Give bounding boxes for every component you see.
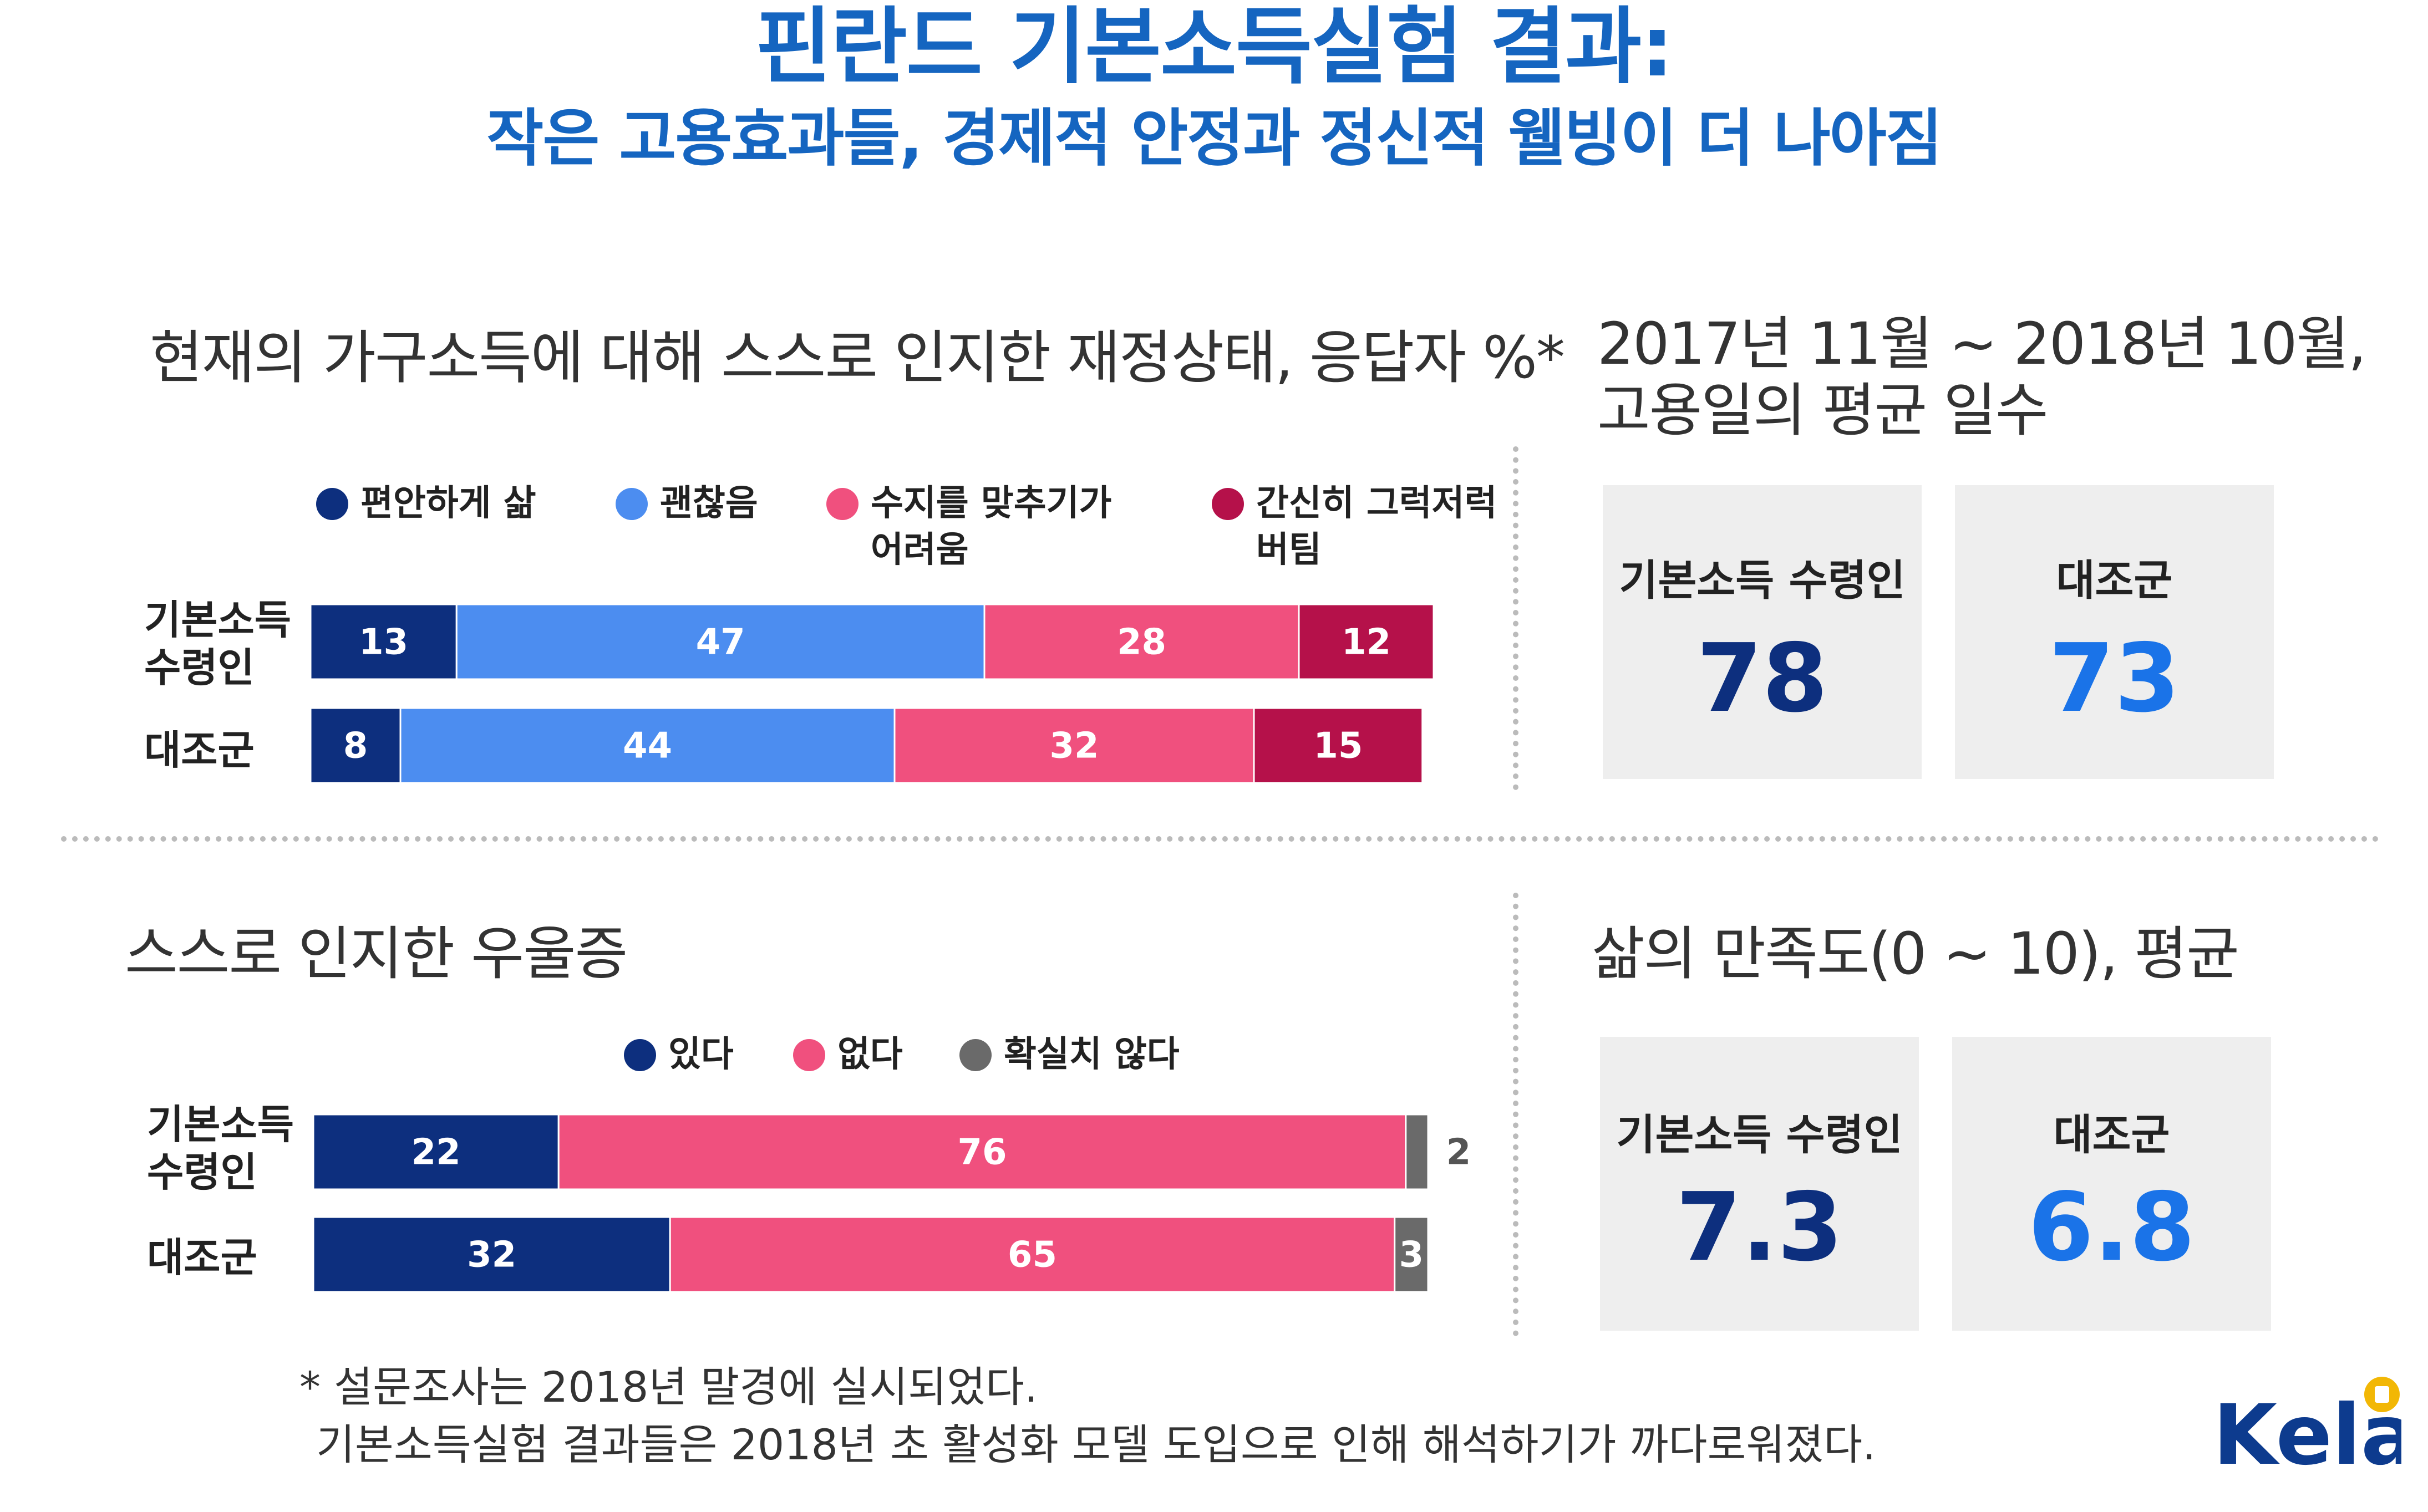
bar-segment	[311, 603, 458, 680]
satisfaction-control-box: 대조군 6.8	[1952, 1037, 2271, 1331]
finance-stacked-bar-chart: 13 47 28 12 8 44 32 15	[311, 603, 1435, 784]
legend-label: 있다	[668, 1034, 734, 1075]
depression-chart-title: 스스로 인지한 우울증	[125, 920, 628, 987]
legend-label: 없다	[837, 1034, 903, 1075]
row-label: 기본소득 수령인	[144, 597, 291, 691]
legend-dot-icon	[316, 488, 348, 520]
kela-logo: Kela	[2213, 1377, 2401, 1480]
bar-value-label: 32	[1049, 726, 1099, 767]
legend-dot-icon	[826, 488, 859, 520]
row-label: 대조군	[147, 1234, 257, 1281]
footnote-line-2: 기본소득실험 결과들은 2018년 초 활성화 모델 도입으로 인해 해석하기가…	[316, 1420, 1876, 1469]
bar-segment	[893, 707, 1255, 784]
stat-label: 기본소득 수령인	[1619, 556, 1906, 605]
bar-value-label: 32	[467, 1235, 516, 1276]
kela-badge-inner-icon	[2375, 1386, 2389, 1403]
bar-segment	[1405, 1113, 1429, 1190]
employment-stat-title-line1: 2017년 11월 ~ 2018년 10월,	[1597, 310, 2366, 378]
bar-segment	[983, 603, 1300, 680]
bar-value-label: 3	[1399, 1235, 1424, 1276]
stat-label: 대조군	[2056, 556, 2173, 605]
legend-dot-icon	[624, 1039, 656, 1071]
bar-value-label: 44	[623, 726, 672, 767]
row-label: 기본소득 수령인	[147, 1101, 294, 1195]
stat-value: 7.3	[1675, 1173, 1843, 1282]
bar-value-label: 15	[1313, 726, 1363, 767]
footnote: * 설문조사는 2018년 말경에 실시되었다. 기본소득실험 결과들은 201…	[299, 1358, 1876, 1474]
legend-label: 괜찮음	[660, 483, 758, 524]
bar-segment	[455, 603, 986, 680]
satisfaction-stat-title: 삶의 만족도(0 ~ 10), 평균	[1592, 920, 2239, 987]
footnote-line-1: * 설문조사는 2018년 말경에 실시되었다.	[299, 1362, 1038, 1412]
bar-value-label: 12	[1342, 622, 1391, 663]
bar-segment	[1298, 603, 1435, 680]
row-label: 대조군	[144, 727, 255, 773]
page-subtitle: 작은 고용효과들, 경제적 안정과 정신적 웰빙이 더 나아짐	[486, 103, 1942, 175]
bar-segment	[311, 707, 402, 784]
bar-value-label: 65	[1008, 1235, 1057, 1276]
depression-stacked-bar-chart: 22 76 2 32 65 3	[313, 1113, 1471, 1293]
satisfaction-basic-income-box: 기본소득 수령인 7.3	[1600, 1037, 1919, 1331]
finance-chart-title: 현재의 가구소득에 대해 스스로 인지한 재정상태, 응답자 %*	[150, 324, 1565, 391]
bar-segment	[557, 1113, 1407, 1190]
bar-value-label: 28	[1117, 622, 1166, 663]
stat-value: 6.8	[2028, 1173, 2196, 1282]
employment-stat-title-line2: 고용일의 평균 일수	[1597, 376, 2049, 444]
bar-value-label: 76	[957, 1132, 1007, 1173]
bar-segment	[669, 1216, 1396, 1293]
legend-dot-icon	[959, 1039, 992, 1071]
bar-value-label: 2	[1446, 1132, 1471, 1173]
stat-label: 기본소득 수령인	[1616, 1110, 1903, 1159]
page-title: 핀란드 기본소득실험 결과:	[755, 0, 1674, 95]
stat-value: 73	[2049, 624, 2180, 734]
vertical-divider-top	[1513, 446, 1518, 790]
bar-segment	[313, 1216, 671, 1293]
bar-value-label: 22	[412, 1132, 461, 1173]
legend-dot-icon	[1212, 488, 1244, 520]
horizontal-divider	[61, 836, 2379, 842]
legend-label: 확실치 않다	[1004, 1034, 1180, 1075]
stat-label: 대조군	[2053, 1110, 2170, 1159]
employment-basic-income-box: 기본소득 수령인 78	[1603, 485, 1922, 779]
legend-label: 수지를 맞추기가 어려움	[871, 483, 1112, 571]
legend-label: 간신히 그럭저럭 버팀	[1256, 483, 1497, 571]
legend-dot-icon	[793, 1039, 825, 1071]
bar-segment	[399, 707, 896, 784]
stat-value: 78	[1696, 624, 1828, 734]
bar-value-label: 13	[359, 622, 408, 663]
legend-label: 편안하게 삶	[360, 483, 536, 524]
bar-value-label: 47	[696, 622, 745, 663]
legend-dot-icon	[616, 488, 648, 520]
bar-segment	[1394, 1216, 1429, 1293]
employment-control-box: 대조군 73	[1955, 485, 2274, 779]
vertical-divider-bottom	[1513, 893, 1518, 1336]
bar-segment	[1253, 707, 1424, 784]
bar-value-label: 8	[343, 726, 368, 767]
